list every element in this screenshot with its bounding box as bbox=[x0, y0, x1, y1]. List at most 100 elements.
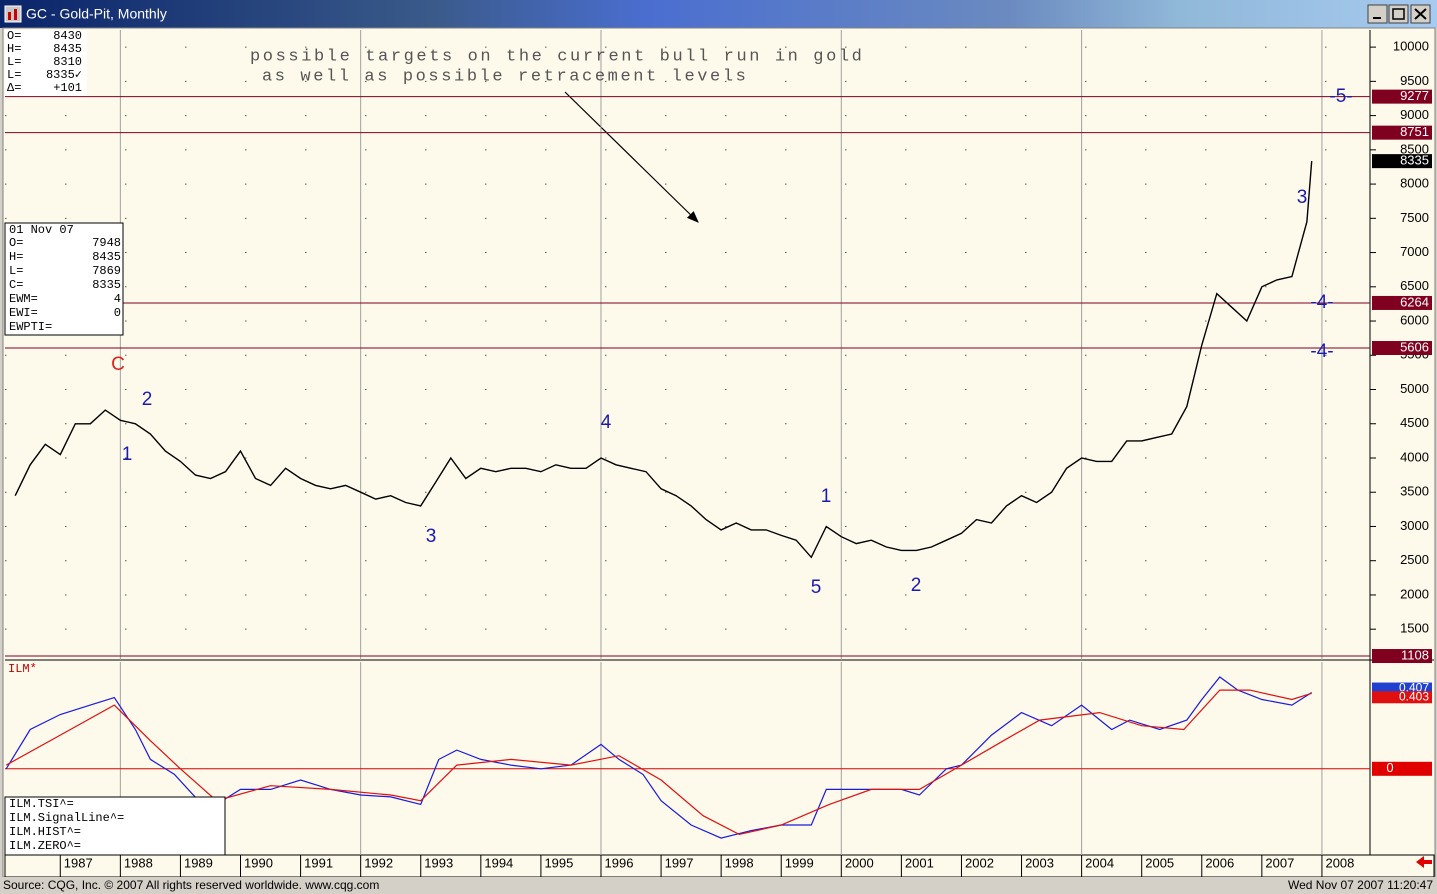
x-tick-label: 1988 bbox=[124, 855, 153, 870]
y-tick-label: 7000 bbox=[1400, 244, 1429, 259]
maximize-button[interactable] bbox=[1388, 4, 1409, 24]
bar-label: EWI= bbox=[9, 306, 38, 320]
y-tick-label: 6500 bbox=[1400, 278, 1429, 293]
zero-label: 0 bbox=[1386, 760, 1393, 775]
maximize-icon bbox=[1392, 8, 1405, 20]
wave-label: 1 bbox=[122, 444, 133, 465]
level-label-box bbox=[1372, 89, 1432, 104]
quote-label: L= bbox=[7, 68, 21, 82]
value-label: 0.407 bbox=[1399, 681, 1429, 695]
annotation: possible targets on the current bull run… bbox=[250, 47, 864, 66]
x-tick-label: 1997 bbox=[665, 855, 694, 870]
x-tick-label: 1991 bbox=[304, 855, 333, 870]
window-buttons bbox=[1367, 4, 1431, 24]
app-icon-bar bbox=[8, 12, 11, 20]
x-tick-label: 1999 bbox=[785, 855, 814, 870]
value-label: 0.403 bbox=[1399, 689, 1429, 703]
app-icon bbox=[4, 5, 22, 23]
wave-label: -5- bbox=[1329, 86, 1352, 107]
x-tick-label: 2007 bbox=[1265, 855, 1294, 870]
level-label: 9277 bbox=[1400, 88, 1429, 103]
data-line bbox=[14, 161, 1313, 559]
zero-box bbox=[1372, 761, 1432, 776]
quote-label: O= bbox=[7, 29, 21, 43]
y-tick-label: 9000 bbox=[1400, 107, 1429, 122]
x-tick-label: 1993 bbox=[424, 855, 453, 870]
bar-label: O= bbox=[9, 236, 23, 250]
bar-value: 7869 bbox=[92, 264, 121, 278]
close-icon bbox=[1414, 8, 1427, 20]
minimize-button[interactable] bbox=[1367, 4, 1388, 24]
bar-label: EWPTI= bbox=[9, 320, 52, 334]
last-price-label: 8335 bbox=[1400, 153, 1429, 168]
level-label: 6264 bbox=[1400, 294, 1429, 309]
level-label-box bbox=[1372, 649, 1432, 664]
wave-label: 4 bbox=[601, 412, 612, 433]
quote-label: H= bbox=[7, 42, 21, 56]
y-tick-label: 2000 bbox=[1400, 586, 1429, 601]
x-tick-label: 2005 bbox=[1145, 855, 1174, 870]
wave-label: 3 bbox=[1297, 187, 1308, 208]
x-tick-label: 1994 bbox=[484, 855, 513, 870]
chart-frame bbox=[2, 27, 1436, 878]
quote-value: 8310 bbox=[53, 55, 82, 69]
quote-label: L= bbox=[7, 55, 21, 69]
wave-label: -4- bbox=[1310, 341, 1333, 362]
y-tick-label: 7500 bbox=[1400, 210, 1429, 225]
quote-value: 8430 bbox=[53, 29, 82, 43]
quote-label: Δ= bbox=[7, 81, 21, 95]
y-tick-label: 3500 bbox=[1400, 484, 1429, 499]
wave-label: 2 bbox=[142, 389, 153, 410]
y-tick-label: 3000 bbox=[1400, 518, 1429, 533]
last-price-box bbox=[1372, 154, 1432, 169]
bar-value: 4 bbox=[114, 292, 121, 306]
level-label: 8751 bbox=[1400, 124, 1429, 139]
value-box bbox=[1372, 691, 1432, 704]
wave-label: 3 bbox=[426, 526, 437, 547]
y-tick-label: 4000 bbox=[1400, 449, 1429, 464]
footer-time: Wed Nov 07 2007 11:20:47 bbox=[1288, 878, 1433, 892]
quote-value: +101 bbox=[53, 81, 82, 95]
y-tick-label: 9500 bbox=[1400, 73, 1429, 88]
annotation-arrow bbox=[564, 91, 699, 223]
y-tick-label: 1500 bbox=[1400, 621, 1429, 636]
quote-value: 8435 bbox=[53, 42, 82, 56]
bar-label: C= bbox=[9, 278, 23, 292]
bar-box bbox=[4, 222, 124, 336]
quote-box bbox=[5, 30, 87, 96]
y-tick-label: 5000 bbox=[1400, 381, 1429, 396]
x-tick-label: 2006 bbox=[1205, 855, 1234, 870]
y-tick-label: 8000 bbox=[1400, 176, 1429, 191]
legend-entry: ILM.SignalLine^= bbox=[9, 811, 124, 825]
app-icon-bar bbox=[14, 9, 17, 20]
level-label: 5606 bbox=[1400, 339, 1429, 354]
quote-value: 8335✓ bbox=[46, 68, 82, 82]
x-tick-label: 2004 bbox=[1085, 855, 1114, 870]
wave-label: 2 bbox=[911, 575, 922, 596]
x-tick-label: 2003 bbox=[1025, 855, 1054, 870]
legend-entry: ILM.ZERO^= bbox=[9, 839, 81, 853]
annotation: as well as possible retracement levels bbox=[262, 67, 748, 86]
status-bar bbox=[0, 877, 1437, 894]
scroll-arrow[interactable] bbox=[1416, 856, 1432, 868]
bar-label: L= bbox=[9, 264, 23, 278]
bar-date: 01 Nov 07 bbox=[9, 223, 74, 237]
level-label: 1108 bbox=[1401, 647, 1429, 662]
x-tick-label: 1987 bbox=[64, 855, 93, 870]
bar-value: 7948 bbox=[92, 236, 121, 250]
y-tick-label: 8500 bbox=[1400, 141, 1429, 156]
level-label-box bbox=[1372, 125, 1432, 140]
footer-source: Source: CQG, Inc. © 2007 All rights rese… bbox=[3, 878, 379, 892]
x-tick-label: 2001 bbox=[905, 855, 934, 870]
x-tick-label: 2000 bbox=[845, 855, 874, 870]
legend-box bbox=[4, 796, 226, 856]
x-tick-label: 2008 bbox=[1325, 855, 1354, 870]
y-tick-label: 10000 bbox=[1393, 39, 1429, 54]
bar-label: H= bbox=[9, 250, 23, 264]
level-label-box bbox=[1372, 341, 1432, 356]
bar-label: EWM= bbox=[9, 292, 38, 306]
y-tick-label: 2500 bbox=[1400, 552, 1429, 567]
level-label-box bbox=[1372, 295, 1432, 310]
legend-entry: ILM.TSI^= bbox=[9, 797, 74, 811]
